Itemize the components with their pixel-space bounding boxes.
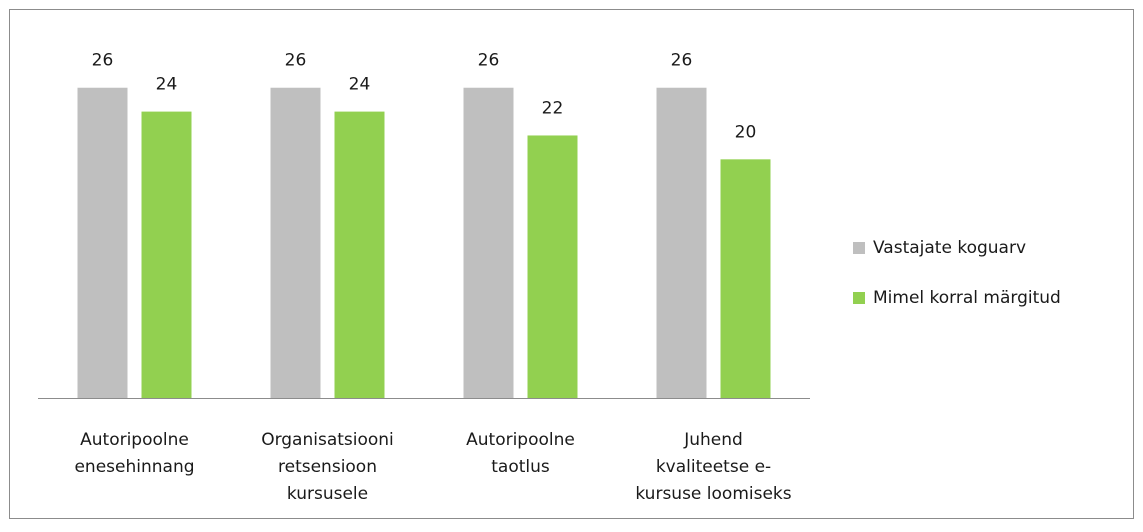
x-tick-label: kursusele (287, 484, 368, 504)
data-label: 26 (671, 51, 693, 71)
x-tick-label: kursuse loomiseks (635, 484, 791, 504)
legend-label: Mimel korral märgitud (873, 288, 1061, 308)
x-tick-label: Autoripoolne (80, 430, 189, 450)
bar (77, 87, 128, 398)
legend-swatch (853, 242, 865, 254)
x-tick-label: Juhend (683, 430, 743, 450)
bar (270, 87, 321, 398)
bar (463, 87, 514, 398)
x-tick-label: kvaliteetse e- (656, 457, 771, 477)
x-tick-label: retsensioon (278, 457, 377, 477)
legend-label: Vastajate koguarv (873, 238, 1026, 258)
data-label: 24 (349, 75, 371, 95)
x-tick-label: enesehinnang (74, 457, 194, 477)
data-label: 26 (285, 51, 307, 71)
bar (334, 111, 385, 398)
data-label: 26 (92, 51, 114, 71)
legend-swatch (853, 292, 865, 304)
bar (656, 87, 707, 398)
bar (141, 111, 192, 398)
bar (720, 159, 771, 398)
data-label: 24 (156, 75, 178, 95)
bar (527, 135, 578, 398)
data-label: 20 (735, 122, 757, 142)
x-tick-label: Autoripoolne (466, 430, 575, 450)
data-label: 22 (542, 98, 564, 118)
x-tick-label: taotlus (491, 457, 550, 477)
x-tick-label: Organisatsiooni (261, 430, 394, 450)
data-label: 26 (478, 51, 500, 71)
